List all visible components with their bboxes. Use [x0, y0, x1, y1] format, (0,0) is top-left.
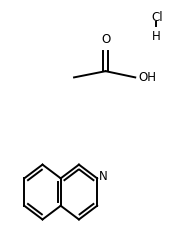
- Text: H: H: [152, 29, 160, 43]
- Text: OH: OH: [138, 71, 156, 84]
- Text: N: N: [99, 170, 108, 183]
- Text: Cl: Cl: [152, 11, 163, 24]
- Text: O: O: [101, 33, 110, 46]
